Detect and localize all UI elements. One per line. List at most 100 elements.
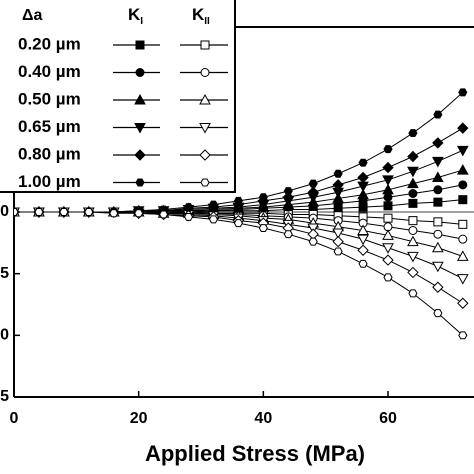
y-tick-label: 0	[0, 327, 9, 344]
marker	[200, 40, 210, 50]
marker	[383, 213, 393, 223]
marker	[407, 266, 419, 279]
marker	[333, 247, 343, 256]
marker	[200, 68, 210, 77]
marker	[357, 234, 369, 246]
marker	[432, 261, 444, 273]
marker	[199, 149, 211, 161]
legend-label: 0.40 µm	[18, 62, 81, 81]
marker	[432, 156, 444, 168]
marker	[432, 171, 444, 182]
y-tick-label: 5	[0, 388, 9, 405]
marker	[233, 219, 243, 228]
legend-label: 1.00 µm	[18, 172, 81, 191]
marker	[457, 122, 469, 134]
series-line	[14, 211, 464, 336]
marker	[433, 217, 443, 227]
legend-label: 0.80 µm	[18, 144, 81, 163]
marker	[458, 331, 468, 340]
marker	[283, 187, 293, 195]
marker	[34, 208, 44, 216]
marker	[332, 179, 344, 191]
legend-label: 0.20 µm	[18, 34, 81, 53]
marker	[383, 273, 393, 282]
marker	[307, 186, 319, 198]
marker	[432, 281, 444, 293]
marker	[357, 244, 369, 256]
marker	[408, 216, 418, 226]
marker	[208, 215, 219, 224]
marker	[408, 289, 418, 298]
marker	[407, 177, 419, 189]
marker	[208, 200, 219, 209]
marker	[282, 191, 294, 203]
marker	[407, 251, 419, 263]
marker	[382, 254, 394, 266]
marker	[456, 274, 469, 285]
marker	[134, 93, 146, 105]
marker	[382, 183, 394, 195]
x-tick-label: 60	[379, 410, 397, 427]
marker	[199, 93, 211, 105]
marker	[134, 149, 146, 161]
marker	[333, 169, 343, 178]
marker	[456, 164, 469, 175]
marker	[382, 243, 394, 254]
marker	[382, 161, 394, 174]
marker	[408, 226, 418, 235]
header-text: K	[192, 5, 205, 24]
marker	[14, 208, 19, 216]
y-tick-label: 0	[0, 203, 9, 220]
header-text: K	[128, 5, 141, 24]
marker	[199, 123, 211, 134]
marker	[183, 212, 194, 221]
marker	[135, 178, 145, 187]
marker	[233, 196, 243, 205]
marker	[332, 228, 344, 239]
marker	[135, 40, 145, 50]
marker	[357, 188, 369, 200]
marker	[357, 171, 369, 184]
marker	[456, 250, 469, 261]
marker	[456, 145, 469, 157]
marker	[382, 229, 394, 240]
marker	[433, 197, 443, 207]
legend-label: 0.65 µm	[18, 117, 81, 136]
marker	[134, 123, 146, 134]
legend-column-header: KI	[128, 5, 143, 26]
marker	[433, 229, 443, 239]
marker	[183, 203, 194, 212]
marker	[135, 68, 145, 77]
marker	[407, 235, 419, 247]
legend-column-header: KII	[192, 5, 210, 26]
marker	[358, 158, 368, 167]
marker	[258, 193, 268, 202]
marker	[407, 150, 419, 163]
marker	[458, 195, 468, 205]
marker	[383, 145, 393, 154]
marker	[408, 129, 418, 138]
y-tick-label: 5	[0, 265, 9, 282]
marker	[383, 201, 393, 211]
header-subscript: I	[140, 16, 143, 27]
marker	[433, 110, 443, 119]
marker	[458, 88, 468, 97]
marker	[308, 237, 318, 246]
marker	[458, 180, 468, 190]
marker	[109, 209, 119, 218]
legend-box	[0, 0, 236, 193]
marker	[159, 210, 169, 219]
x-tick-label: 40	[254, 410, 272, 427]
marker	[458, 234, 468, 244]
marker	[258, 224, 268, 232]
marker	[407, 166, 419, 178]
marker	[84, 208, 94, 216]
legend-title: Δa	[22, 7, 43, 24]
marker	[59, 208, 69, 216]
marker	[332, 235, 344, 248]
marker	[432, 137, 444, 149]
marker	[408, 189, 418, 198]
plot-area	[14, 88, 469, 340]
marker	[457, 297, 469, 309]
